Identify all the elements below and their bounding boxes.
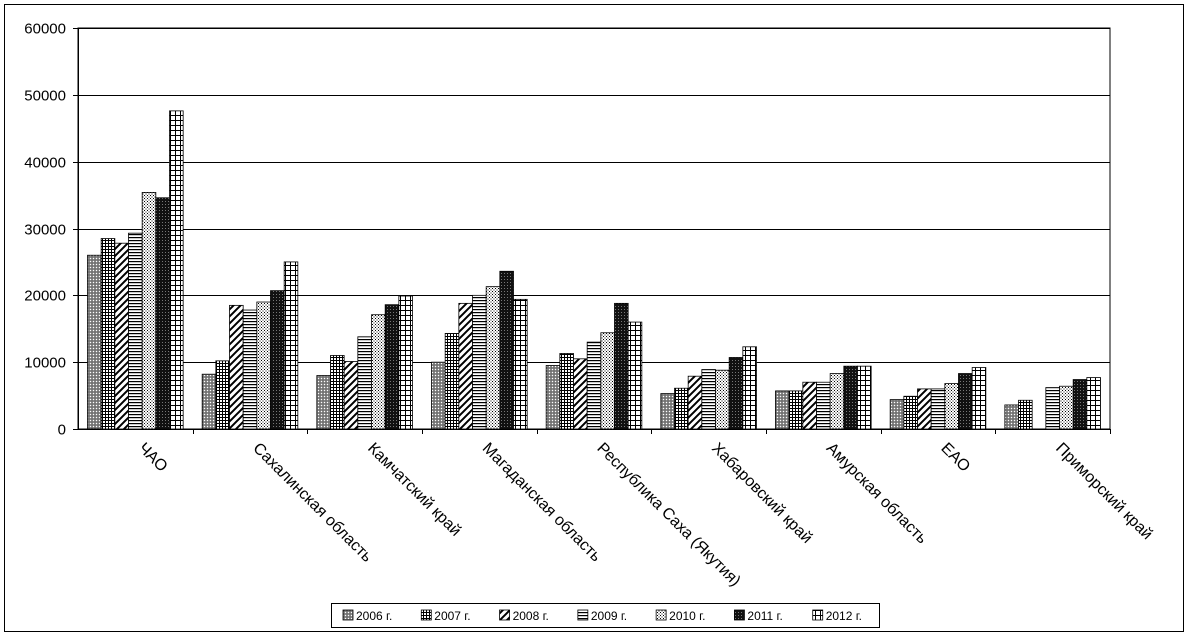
legend-label: 2009 г. — [591, 609, 627, 623]
bar — [627, 321, 643, 430]
bar — [485, 286, 501, 430]
bar — [829, 373, 845, 430]
bar — [1072, 379, 1088, 430]
bar — [201, 373, 217, 430]
bar — [87, 254, 102, 430]
bar — [169, 110, 184, 430]
bar — [843, 365, 858, 430]
bar — [1018, 399, 1033, 430]
legend-swatch — [734, 609, 745, 621]
legend-label: 2012 г. — [826, 609, 862, 623]
bar — [141, 192, 157, 430]
bar — [889, 399, 905, 430]
bar — [903, 395, 918, 430]
bar — [674, 387, 689, 430]
bar — [715, 369, 730, 430]
legend-label: 2011 г. — [747, 609, 782, 623]
bar — [971, 367, 987, 430]
bar — [600, 332, 615, 430]
legend-swatch — [499, 609, 510, 621]
bar — [816, 381, 831, 430]
bar — [458, 302, 473, 430]
bar — [330, 355, 345, 430]
bar — [687, 375, 703, 430]
bar — [930, 388, 946, 430]
bar — [944, 383, 959, 430]
legend-label: 2008 г. — [513, 609, 549, 623]
y-tick-label: 60000 — [24, 21, 66, 38]
bar — [917, 388, 932, 430]
y-tick-label: 30000 — [24, 222, 66, 239]
bar — [1086, 377, 1101, 430]
bar — [283, 261, 299, 430]
bar — [586, 341, 602, 430]
bar — [701, 369, 716, 430]
legend-swatch — [342, 609, 354, 621]
bar — [1045, 387, 1060, 430]
bar — [728, 357, 744, 430]
bar — [270, 290, 285, 430]
legend-swatch — [420, 609, 432, 621]
bar — [431, 361, 446, 430]
bar — [444, 333, 460, 430]
bar — [742, 346, 757, 430]
bar — [229, 304, 244, 430]
bar — [256, 301, 271, 430]
bar — [100, 238, 116, 430]
bar — [857, 365, 872, 430]
y-tick-label: 10000 — [24, 355, 66, 372]
bar — [343, 361, 359, 430]
bar — [513, 298, 528, 430]
bar — [472, 294, 487, 430]
bar — [242, 309, 258, 430]
bar — [802, 381, 817, 430]
y-axis: 0 10000 20000 30000 40000 50000 60000 — [24, 21, 79, 439]
bar — [499, 270, 514, 430]
legend-label: 2007 г. — [434, 609, 470, 623]
legend-swatch — [655, 609, 667, 621]
legend: 2006 г. 2007 г. 2008 г. 2009 г. 2010 г. 2011 … — [331, 603, 880, 628]
bar — [614, 302, 629, 430]
legend-swatch — [812, 609, 824, 621]
bar — [384, 304, 400, 430]
bar — [660, 393, 675, 430]
bar — [573, 358, 588, 430]
legend-label: 2010 г. — [669, 609, 705, 623]
bar — [128, 232, 143, 430]
y-tick-label: 0 — [58, 422, 66, 439]
bar — [316, 375, 331, 430]
bar — [1004, 404, 1019, 430]
y-tick-label: 20000 — [24, 288, 66, 305]
bar — [788, 390, 804, 430]
bar — [215, 360, 230, 430]
legend-swatch — [577, 609, 589, 621]
bar — [155, 197, 170, 430]
bar — [371, 314, 386, 430]
y-tick-label: 50000 — [24, 88, 66, 105]
y-tick-label: 40000 — [24, 155, 66, 172]
bar — [1059, 385, 1074, 430]
bar — [545, 365, 561, 430]
bar — [398, 295, 413, 430]
legend-label: 2006 г. — [356, 609, 392, 623]
bar — [559, 353, 574, 430]
bar — [775, 390, 790, 430]
bar — [958, 373, 973, 430]
bar — [357, 336, 372, 430]
bar — [114, 242, 129, 430]
